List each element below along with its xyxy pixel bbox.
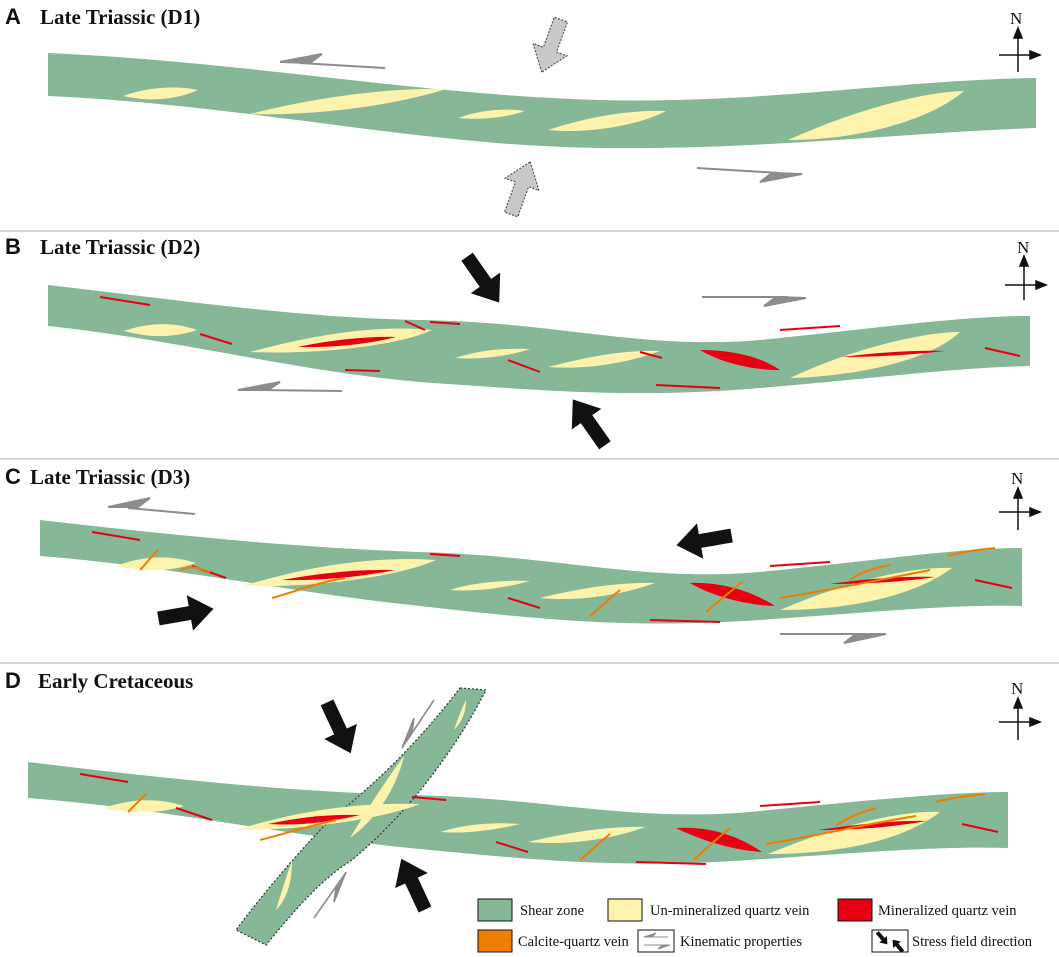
panel-c: C Late Triassic (D3) [5, 464, 1043, 644]
legend-label: Shear zone [520, 903, 584, 919]
legend-item-calcite: Calcite-quartz vein [477, 929, 629, 953]
kinematic-arrow [279, 53, 803, 183]
north-arrow [1005, 253, 1049, 300]
mineralized-veins [99, 296, 1021, 389]
panel-title: Early Cretaceous [38, 669, 193, 693]
mineralized-veins [79, 773, 999, 865]
legend-item-mineralized: Mineralized quartz vein [837, 898, 1017, 922]
panel-letter: A [5, 4, 21, 29]
panel-a: A Late Triassic (D1) N [5, 4, 1043, 222]
shear-zone [40, 520, 1022, 624]
legend-label: Calcite-quartz vein [518, 934, 629, 950]
panel-letter: B [5, 234, 21, 259]
legend-label: Un-mineralized quartz vein [650, 903, 810, 919]
calcite-veins [127, 793, 986, 861]
legend: Shear zone Un-mineralized quartz vein Mi… [477, 898, 1033, 955]
kinematic-arrow [107, 497, 887, 644]
north-arrow [999, 695, 1043, 740]
north-label: N [1017, 238, 1029, 257]
panel-title: Late Triassic (D3) [30, 465, 190, 489]
shear-zone [28, 762, 1008, 864]
legend-item-unmineralized: Un-mineralized quartz vein [607, 898, 810, 922]
panel-title: Late Triassic (D2) [40, 235, 200, 259]
shear-zone [48, 53, 1036, 149]
panel-b: B Late Triassic (D2) [5, 234, 1049, 456]
panel-title: Late Triassic (D1) [40, 5, 200, 29]
north-label: N [1011, 679, 1023, 698]
north-label: N [1010, 9, 1022, 28]
legend-item-kinematic: Kinematic properties [637, 929, 802, 953]
panel-letter: D [5, 668, 21, 693]
north-arrow [999, 25, 1043, 72]
shear-zone [48, 285, 1030, 394]
panel-d: D Early Cretaceous [5, 668, 1043, 946]
calcite-veins [139, 547, 996, 617]
north-label: N [1011, 469, 1023, 488]
legend-item-shear-zone: Shear zone [477, 898, 584, 922]
kinematic-arrow [237, 295, 807, 392]
north-arrow [999, 485, 1043, 530]
unmineralized-veins [123, 87, 964, 140]
legend-label: Kinematic properties [680, 934, 802, 950]
kinematic-arrow [313, 699, 435, 919]
legend-label: Stress field direction [912, 934, 1033, 950]
panel-letter: C [5, 464, 21, 489]
legend-label: Mineralized quartz vein [878, 903, 1017, 919]
legend-item-stress: Stress field direction [871, 929, 1033, 955]
